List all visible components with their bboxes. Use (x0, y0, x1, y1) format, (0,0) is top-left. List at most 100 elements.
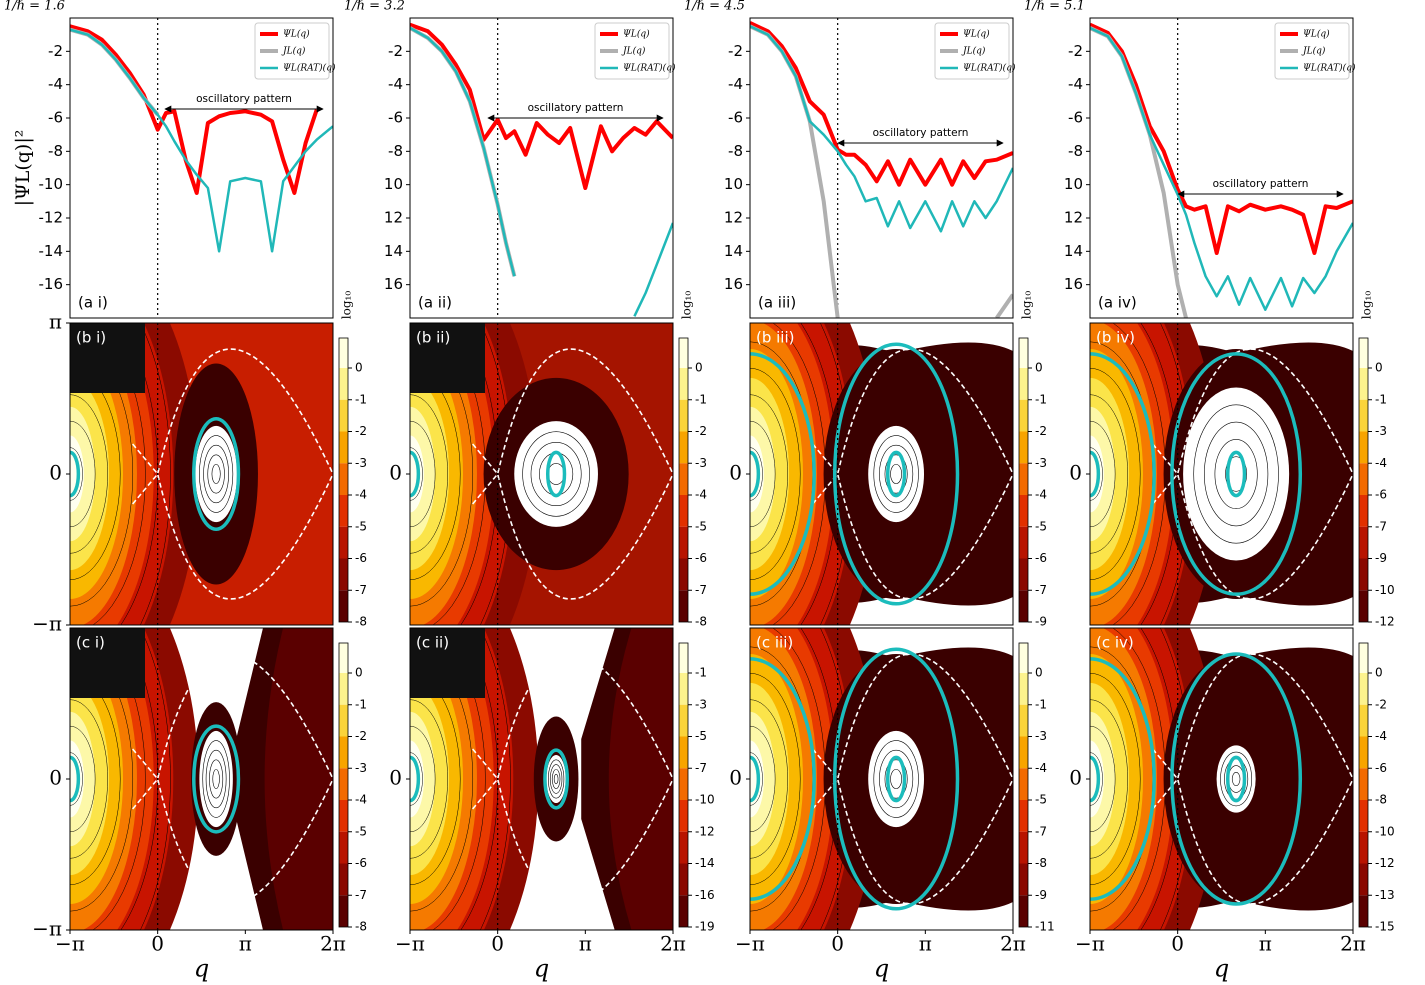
colorbar-tick-label: -8 (1035, 856, 1047, 870)
colorbar-band (1359, 368, 1368, 400)
colorbar-band (1359, 895, 1368, 927)
y-tick-label: 0 (49, 461, 62, 485)
colorbar-frame (1358, 337, 1369, 623)
streamline (750, 699, 788, 859)
colorbar-tick-label: -14 (695, 856, 715, 870)
colorbar-tick-label: -6 (1375, 488, 1387, 502)
colorbar-band (679, 863, 688, 896)
colorbar-band (1359, 831, 1368, 864)
contour-band (410, 628, 485, 698)
colorbar-tick-label: 0 (695, 361, 703, 375)
orbit (1090, 755, 1101, 803)
colorbar-tick-label: -4 (355, 793, 367, 807)
streamline (890, 769, 902, 789)
colorbar-band (1359, 800, 1368, 832)
x-tick-label: −π (1075, 932, 1105, 956)
series-line (410, 26, 673, 317)
colorbar-band (339, 768, 348, 800)
colorbar-tick-label: -3 (695, 456, 707, 470)
contour-band (1216, 745, 1256, 813)
colorbar-tick-label: -2 (355, 729, 367, 743)
colorbar-band (339, 338, 348, 368)
colorbar-band (1019, 463, 1028, 495)
panel-label: (a iii) (758, 294, 796, 312)
panel-label: (c iv) (1096, 634, 1134, 652)
contour-band (514, 421, 598, 527)
colorbar-tick-label: -5 (695, 519, 707, 533)
colorbar-tick-label: -5 (1035, 519, 1047, 533)
y-tick-label: -8 (1068, 142, 1083, 160)
panel-label: (b i) (76, 329, 106, 347)
colorbar-tick-label: -1 (695, 392, 707, 406)
y-tick-label: -4 (48, 75, 63, 93)
y-tick-label: -2 (388, 42, 403, 60)
y-tick-label: -16 (39, 275, 64, 293)
colorbar-band (1359, 338, 1368, 368)
y-tick-label: 14 (1064, 242, 1083, 260)
streamline (879, 749, 914, 809)
orbit (832, 647, 960, 911)
plot-area (70, 628, 333, 930)
colorbar-tick-label: -12 (1375, 856, 1395, 870)
colorbar-tick-label: -7 (1035, 583, 1047, 597)
plot-area (410, 323, 673, 625)
colorbar-band (1019, 673, 1028, 705)
colorbar-tick-label: -1 (1035, 392, 1047, 406)
y-tick-label: 12 (1064, 209, 1083, 227)
colorbar-tick-label: -3 (1035, 729, 1047, 743)
streamline (410, 420, 436, 528)
streamline (432, 628, 486, 930)
streamline (70, 447, 83, 501)
colorbar-band (339, 368, 348, 400)
streamline (884, 759, 908, 799)
streamline (410, 725, 436, 833)
series-line (410, 26, 517, 277)
colorbar-tick-label: -7 (355, 888, 367, 902)
streamline (549, 764, 563, 794)
streamline (410, 646, 474, 912)
colorbar-tick-label: -4 (355, 488, 367, 502)
colorbar-tick-label: -4 (1375, 456, 1387, 470)
colorbar-tick-label: 0 (1375, 361, 1383, 375)
orbit (192, 724, 241, 834)
streamline (1090, 447, 1103, 501)
y-tick-label: 10 (724, 175, 743, 193)
streamline (410, 699, 448, 859)
colorbar-frame (1018, 642, 1029, 928)
orbit (750, 352, 816, 596)
series-line (750, 25, 1013, 233)
x-tick-label: π (579, 932, 592, 956)
colorbar-band (679, 431, 688, 464)
colorbar-tick-label: -1 (1035, 697, 1047, 711)
streamline (207, 454, 225, 494)
orbit (1090, 450, 1101, 498)
legend-label: ΨL(RAT)(q) (963, 63, 1016, 74)
streamline (1090, 394, 1128, 554)
legend-label: ΨL(q) (283, 29, 310, 40)
frame (1089, 17, 1354, 319)
colorbar-tick-label: -4 (1375, 729, 1387, 743)
plot-area (410, 628, 673, 930)
colorbar-band (679, 338, 688, 368)
colorbar-band (1019, 800, 1028, 832)
x-axis-label: q (874, 955, 889, 983)
y-tick-label: 16 (1064, 275, 1083, 293)
y-tick-label: -6 (48, 109, 63, 127)
colorbar-tick-label: -5 (355, 824, 367, 838)
streamline (70, 725, 96, 833)
orbit (885, 755, 907, 803)
streamline (1090, 752, 1103, 806)
colorbar-band (1019, 736, 1028, 769)
colorbar-tick-label: -10 (695, 793, 715, 807)
colorbar-frame (1358, 642, 1369, 928)
colorbar-tick-label: -10 (1375, 824, 1395, 838)
legend-label: ΨL(q) (623, 29, 650, 40)
plot-area (750, 323, 1013, 625)
colorbar-tick-label: -9 (1035, 615, 1047, 629)
colorbar-tick-label: -7 (1035, 824, 1047, 838)
colorbar-band (1019, 431, 1028, 464)
colorbar-band (339, 590, 348, 622)
series-line (1090, 22, 1353, 255)
streamline (140, 323, 171, 625)
y-tick-label: -4 (388, 75, 403, 93)
